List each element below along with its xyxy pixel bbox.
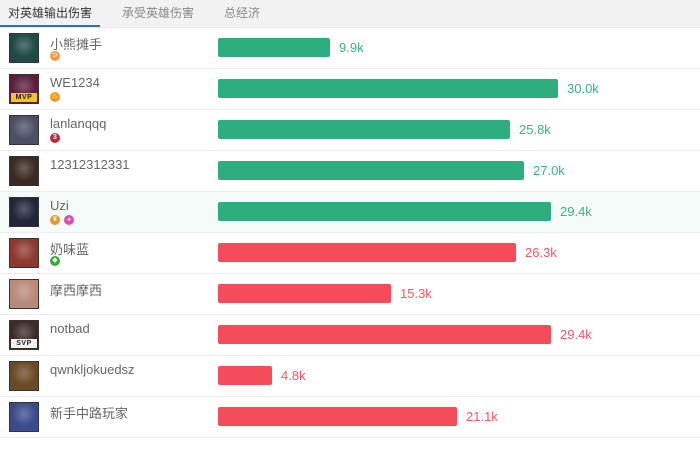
player-row[interactable]: Uzi ¥ ◕ 29.4k [0,192,700,233]
player-row[interactable]: lanlanqqq 3 25.8k [0,110,700,151]
tab-bar: 对英雄输出伤害 承受英雄伤害 总经济 [0,0,700,28]
damage-bar [218,38,330,57]
badge-list: ⊃ [50,51,60,61]
damage-bar [218,325,551,344]
player-name[interactable]: notbad [50,321,90,336]
player-name[interactable]: 小熊摊手 [50,37,103,52]
player-row[interactable]: 12312312331 27.0k [0,151,700,192]
champion-avatar[interactable] [9,115,39,145]
damage-value: 4.8k [281,368,306,383]
damage-value: 21.1k [466,409,498,424]
player-row[interactable]: MVP WE1234 ♨ 30.0k [0,69,700,110]
damage-value: 29.4k [560,327,592,342]
player-name[interactable]: 12312312331 [50,157,130,172]
damage-bar [218,407,457,426]
player-name[interactable]: 新手中路玩家 [50,406,129,421]
damage-bar [218,161,524,180]
damage-value: 25.8k [519,122,551,137]
alien-badge-icon: ◕ [64,215,74,225]
player-name[interactable]: 奶味蓝 [50,242,90,257]
player-row[interactable]: 摩西摩西 15.3k [0,274,700,315]
tab-damage-taken[interactable]: 承受英雄伤害 [122,6,195,20]
damage-bar [218,284,391,303]
damage-value: 15.3k [400,286,432,301]
champion-avatar[interactable]: SVP [9,320,39,350]
damage-bar [218,120,510,139]
player-row[interactable]: 新手中路玩家 21.1k [0,397,700,438]
player-row[interactable]: 小熊摊手 ⊃ 9.9k [0,28,700,69]
damage-value: 26.3k [525,245,557,260]
player-name[interactable]: 摩西摩西 [50,283,103,298]
champion-avatar[interactable] [9,279,39,309]
damage-bar [218,79,558,98]
damage-bar [218,243,516,262]
champion-avatar[interactable] [9,402,39,432]
damage-value: 30.0k [567,81,599,96]
badge-list: ◆ [50,256,60,266]
badge-list: ♨ [50,92,60,102]
player-name[interactable]: lanlanqqq [50,116,107,131]
player-row[interactable]: qwnkljokuedsz 4.8k [0,356,700,397]
player-damage-list: 小熊摊手 ⊃ 9.9k MVP WE1234 ♨ 30.0k lanlanqqq 3 25.8k 1… [0,28,700,438]
damage-value: 9.9k [339,40,364,55]
fire-badge-icon: ♨ [50,92,60,102]
champion-avatar[interactable] [9,33,39,63]
player-row[interactable]: 奶味蓝 ◆ 26.3k [0,233,700,274]
damage-value: 29.4k [560,204,592,219]
champion-avatar[interactable] [9,156,39,186]
orange-badge-icon: ⊃ [50,51,60,61]
tab-damage-dealt[interactable]: 对英雄输出伤害 [0,6,101,27]
damage-bar [218,202,551,221]
mvp-tag: MVP [11,93,37,102]
player-name[interactable]: qwnkljokuedsz [50,362,135,377]
player-row[interactable]: SVP notbad 29.4k [0,315,700,356]
player-name[interactable]: Uzi [50,198,69,213]
shield-badge-icon: ◆ [50,256,60,266]
champion-avatar[interactable]: MVP [9,74,39,104]
triple-kill-badge-icon: 3 [50,133,60,143]
damage-value: 27.0k [533,163,565,178]
damage-bar [218,366,272,385]
tab-total-gold[interactable]: 总经济 [224,6,261,20]
gold-badge-icon: ¥ [50,215,60,225]
champion-avatar[interactable] [9,197,39,227]
champion-avatar[interactable] [9,361,39,391]
svp-tag: SVP [11,339,37,348]
player-name[interactable]: WE1234 [50,75,100,90]
badge-list: 3 [50,133,60,143]
badge-list: ¥ ◕ [50,215,74,225]
champion-avatar[interactable] [9,238,39,268]
